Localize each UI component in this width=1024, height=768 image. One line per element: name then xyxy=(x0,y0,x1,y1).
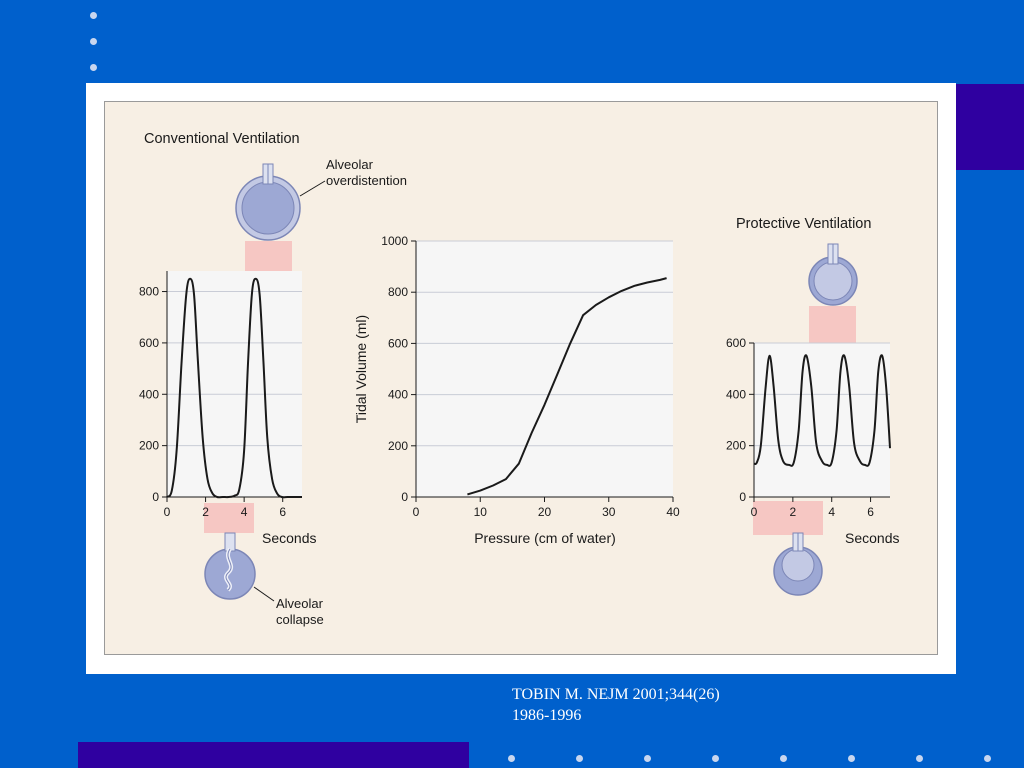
overdistention-label: Alveolar overdistention xyxy=(326,157,407,188)
pv_curve-x-tick-label: 0 xyxy=(413,505,420,519)
pink-bridge-bottom-right xyxy=(753,501,823,535)
conventional-y-tick-label: 600 xyxy=(139,336,159,350)
conventional-x-tick-label: 2 xyxy=(202,505,209,519)
bullet-dot xyxy=(508,755,515,762)
accent-bar-bottom xyxy=(78,742,469,768)
pv_curve-x-tick-label: 20 xyxy=(538,505,552,519)
pink-bridge-top-left xyxy=(245,241,292,271)
conventional-x-tick-label: 0 xyxy=(164,505,171,519)
conventional-series-line xyxy=(166,277,302,499)
pv_curve-y-tick-label: 1000 xyxy=(381,234,408,248)
bullet-dot xyxy=(90,64,97,71)
conventional-chart: 0 200 400 600 800 0 2 4 6 Seconds xyxy=(139,271,316,546)
protective-y-tick-label: 400 xyxy=(726,387,746,401)
pv_curve-y-tick-label: 200 xyxy=(388,439,408,453)
accent-block-top xyxy=(956,84,1024,170)
pv_curve-y-axis-label: Tidal Volume (ml) xyxy=(353,315,369,423)
protective-title: Protective Ventilation xyxy=(736,216,871,232)
protected-alveolus-top-icon xyxy=(808,243,858,306)
citation-line1: TOBIN M. NEJM 2001;344(26) xyxy=(512,686,720,703)
pv_curve-series-line xyxy=(467,277,667,496)
conventional-y-tick-label: 0 xyxy=(152,490,159,504)
pressure-volume-chart: 0 200 400 600 800 1000 0 10 20 30 40 Pressure (cm o… xyxy=(353,234,680,546)
conventional-x-tick-label: 6 xyxy=(279,505,286,519)
protective-y-tick-label: 200 xyxy=(726,439,746,453)
protective-series-line xyxy=(753,354,891,467)
collapse-label-line2: collapse xyxy=(276,612,324,627)
bullet-dot xyxy=(780,755,787,762)
conventional-plot-area xyxy=(167,271,302,497)
protective-x-tick-label: 2 xyxy=(790,505,797,519)
pv_curve-y-tick-label: 600 xyxy=(388,336,408,350)
conventional-y-tick-label: 200 xyxy=(139,439,159,453)
pv_curve-y-tick-label: 800 xyxy=(388,285,408,299)
protective-x-axis-label: Seconds xyxy=(845,530,899,546)
pv_curve-x-tick-label: 40 xyxy=(666,505,680,519)
pv_curve-plot-area xyxy=(416,241,673,497)
leader-line-collapse xyxy=(253,586,275,602)
bullet-dot xyxy=(90,12,97,19)
protective-x-tick-label: 0 xyxy=(751,505,758,519)
bullet-dot xyxy=(916,755,923,762)
collapse-label: Alveolar collapse xyxy=(276,596,327,627)
protected-alveolus-bottom-icon xyxy=(773,532,823,596)
conventional-y-tick-label: 800 xyxy=(139,285,159,299)
bullet-dot xyxy=(644,755,651,762)
citation-line2: 1986-1996 xyxy=(512,707,582,724)
protective-chart: 0 200 400 600 0 2 4 6 Seconds xyxy=(726,336,900,546)
protective-plot-area xyxy=(754,343,890,497)
pv_curve-y-tick-label: 400 xyxy=(388,388,408,402)
conventional-x-tick-label: 4 xyxy=(241,505,248,519)
pink-bridge-bottom-left xyxy=(204,503,254,533)
ventilation-figure: Conventional Ventilation Alveolar overdi… xyxy=(104,101,938,655)
protective-x-tick-label: 4 xyxy=(828,505,835,519)
overdistention-label-line2: overdistention xyxy=(326,173,407,188)
bullet-dot xyxy=(848,755,855,762)
protective-y-tick-label: 600 xyxy=(726,336,746,350)
pv_curve-y-tick-label: 0 xyxy=(401,490,408,504)
conventional-x-axis-label: Seconds xyxy=(262,530,316,546)
pv_curve-x-tick-label: 10 xyxy=(474,505,488,519)
pv_curve-x-axis-label: Pressure (cm of water) xyxy=(474,530,616,546)
overdistended-alveolus-icon xyxy=(235,163,301,241)
collapsed-alveolus-icon xyxy=(204,532,256,600)
conventional-title: Conventional Ventilation xyxy=(144,131,300,147)
conventional-y-tick-label: 400 xyxy=(139,387,159,401)
citation: TOBIN M. NEJM 2001;344(26) 1986-1996 xyxy=(512,684,720,726)
bullet-dot xyxy=(712,755,719,762)
overdistention-label-line1: Alveolar xyxy=(326,157,374,172)
leader-line-overdistention xyxy=(299,180,326,197)
protective-y-tick-label: 0 xyxy=(739,490,746,504)
protective-x-tick-label: 6 xyxy=(867,505,874,519)
pv_curve-x-tick-label: 30 xyxy=(602,505,616,519)
bullet-dot xyxy=(576,755,583,762)
bullet-dot xyxy=(984,755,991,762)
pink-bridge-top-right xyxy=(809,306,856,344)
collapse-label-line1: Alveolar xyxy=(276,596,324,611)
bullet-dot xyxy=(90,38,97,45)
